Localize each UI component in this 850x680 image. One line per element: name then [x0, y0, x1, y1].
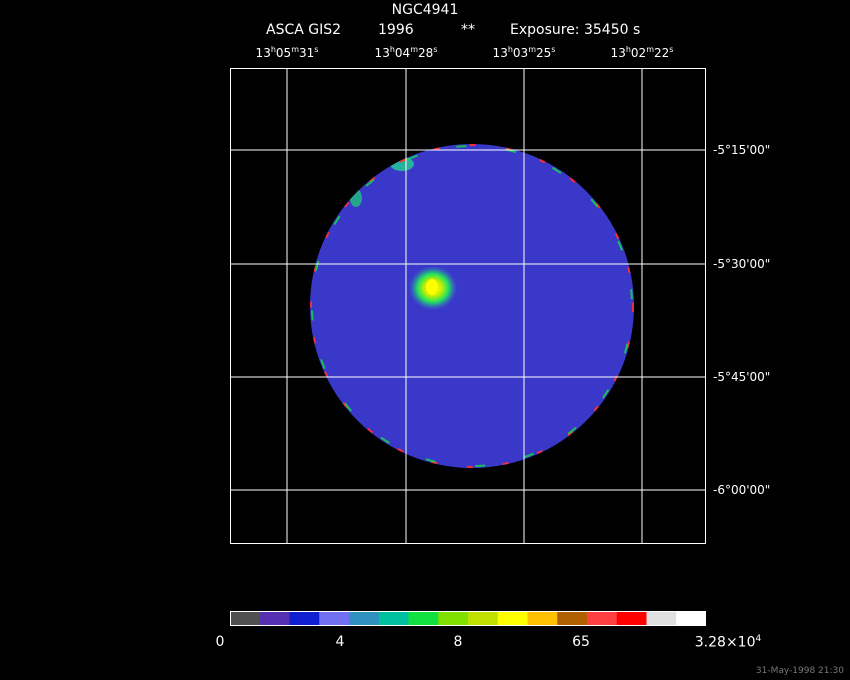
year-label: 1996	[378, 22, 414, 38]
colorbar-segment	[497, 611, 528, 626]
colorbar-segment	[676, 611, 706, 626]
ra-tick-label-2: 13h04m28s	[374, 45, 438, 60]
colorbar-segment	[468, 611, 499, 626]
colorbar-segment	[289, 611, 320, 626]
colorbar-label-4: 4	[335, 634, 345, 650]
instrument-label: ASCA GIS2	[266, 22, 342, 38]
exposure-label: Exposure: 35450 s	[510, 22, 641, 38]
colorbar-segment	[616, 611, 647, 626]
xray-image-plot	[230, 68, 706, 544]
dec-tick-label-4: -6°00'00"	[713, 483, 771, 497]
image-title: NGC4941	[391, 2, 459, 18]
date-stamp: 31-May-1998 21:30	[755, 666, 844, 676]
colorbar-segment	[646, 611, 677, 626]
colorbar-segment	[587, 611, 618, 626]
fov-edge	[310, 144, 634, 468]
colorbar-label-0: 0	[215, 634, 225, 650]
field-of-view	[310, 144, 634, 468]
colorbar-label-65: 65	[572, 634, 590, 650]
colorbar-segment	[557, 611, 588, 626]
ra-tick-label-3: 13h03m25s	[492, 45, 556, 60]
marker-label: **	[461, 22, 475, 38]
ra-tick-label-1: 13h05m31s	[255, 45, 319, 60]
dec-tick-label-1: -5°15'00"	[713, 143, 771, 157]
colorbar-segment	[349, 611, 380, 626]
colorbar-segment	[378, 611, 409, 626]
colorbar-segment	[230, 611, 261, 626]
dec-tick-label-3: -5°45'00"	[713, 370, 771, 384]
colorbar-segment	[527, 611, 558, 626]
colorbar-segment	[438, 611, 469, 626]
coordinate-grid	[230, 68, 706, 544]
colorbar-segment	[319, 611, 350, 626]
colorbar-segment	[259, 611, 290, 626]
colorbar-label-8: 8	[453, 634, 463, 650]
colorbar-segment	[408, 611, 439, 626]
color-scale-bar	[230, 611, 706, 626]
observation-info: ASCA GIS2 1996 ** Exposure: 35450 s	[0, 22, 850, 102]
ra-tick-label-4: 13h02m22s	[610, 45, 674, 60]
dec-tick-label-2: -5°30'00"	[713, 257, 771, 271]
colorbar-label-max: 3.28×104	[694, 634, 762, 651]
